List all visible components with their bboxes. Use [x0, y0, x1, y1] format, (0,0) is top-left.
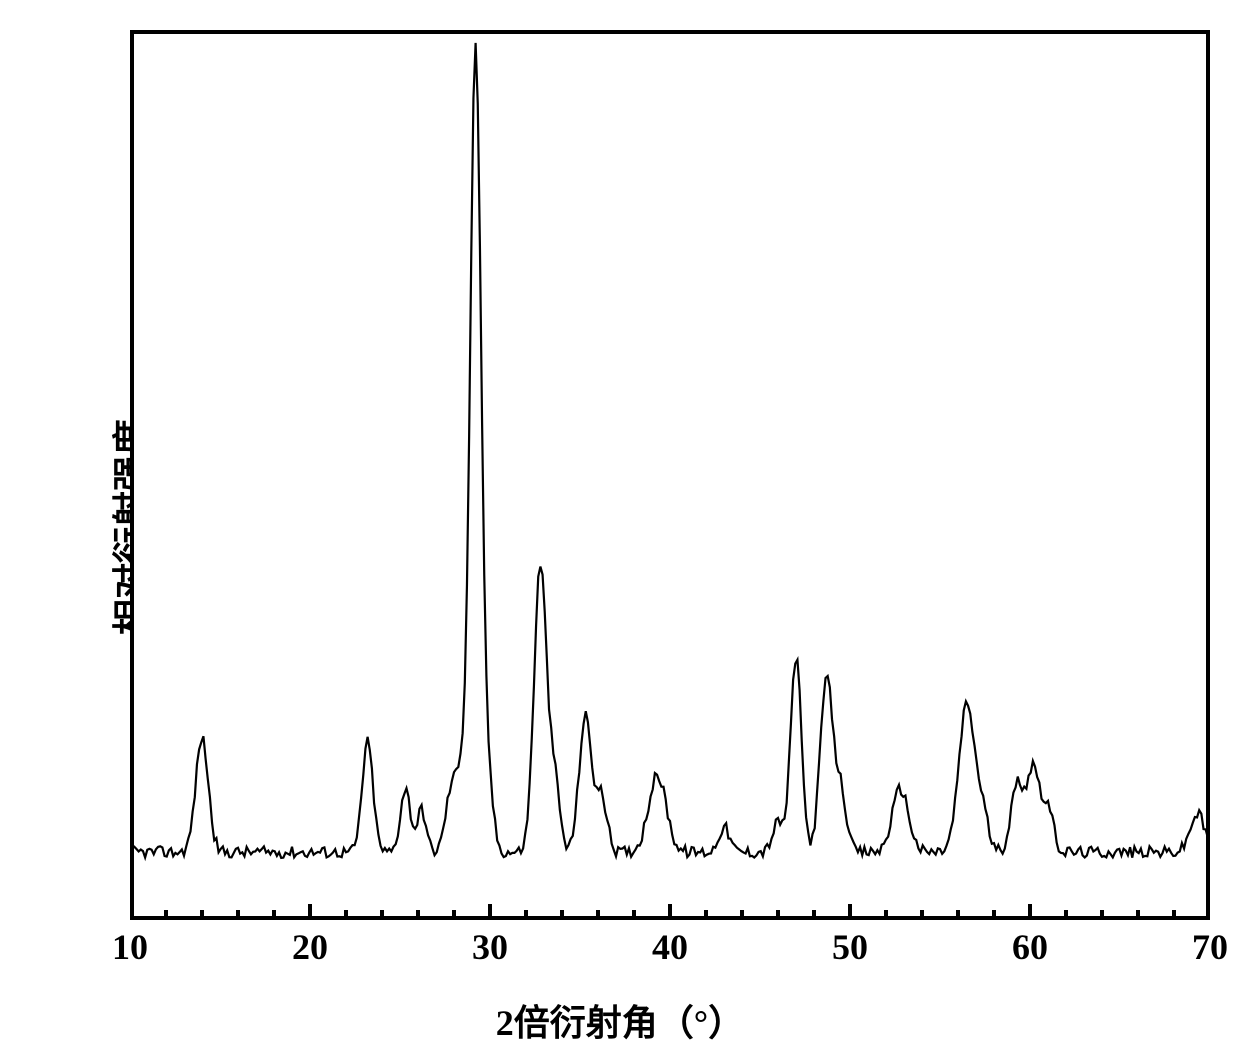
- plot-area: [130, 30, 1210, 920]
- x-tick-label: 50: [832, 926, 868, 968]
- x-tick-label: 10: [112, 926, 148, 968]
- xrd-figure: 相对衍射强度 2倍衍射角（°） 10203040506070: [0, 0, 1240, 1054]
- x-tick-label: 20: [292, 926, 328, 968]
- x-tick-label: 40: [652, 926, 688, 968]
- x-axis-label: 2倍衍射角（°）: [496, 994, 744, 1046]
- x-tick-label: 30: [472, 926, 508, 968]
- x-tick-label: 70: [1192, 926, 1228, 968]
- x-tick-label: 60: [1012, 926, 1048, 968]
